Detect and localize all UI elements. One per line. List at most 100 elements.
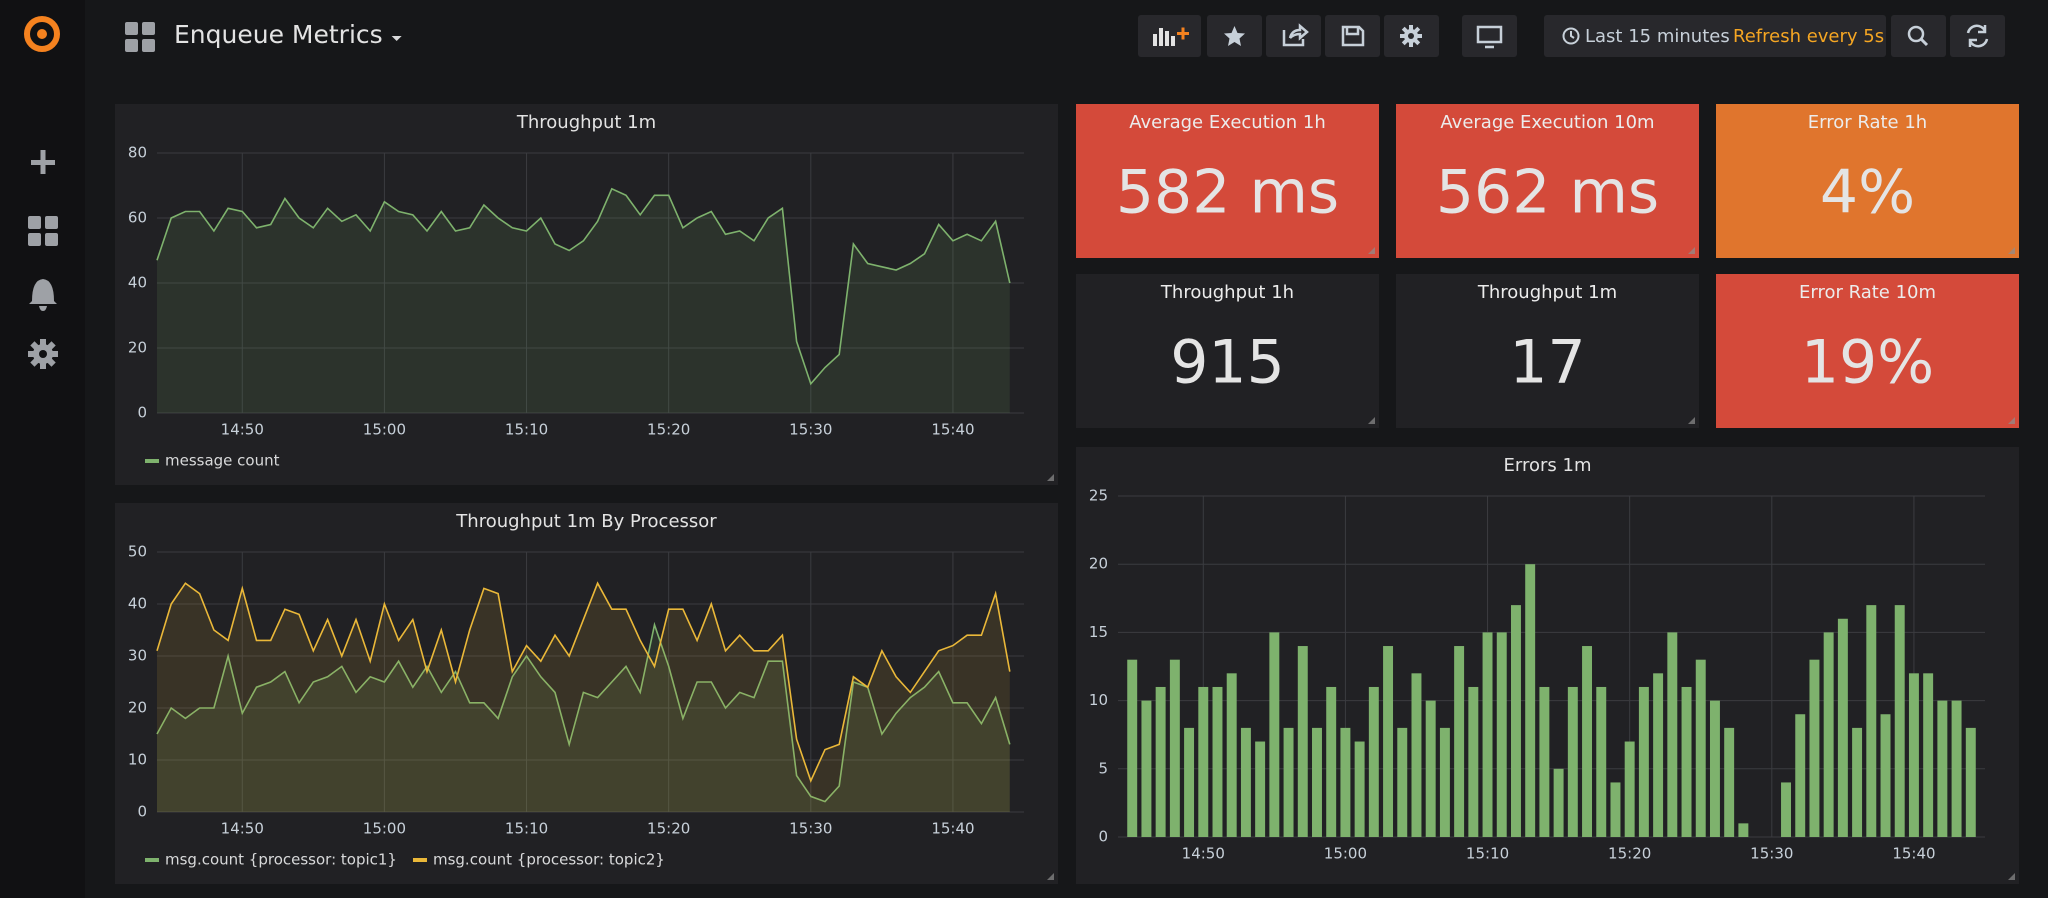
bar — [1923, 673, 1934, 837]
y-tick-label: 5 — [1098, 759, 1108, 777]
monitor-icon — [1476, 25, 1503, 49]
y-tick-label: 80 — [128, 144, 147, 162]
settings-icon — [1400, 25, 1422, 47]
bar — [1567, 686, 1578, 837]
bar — [1340, 727, 1351, 837]
toolbar: Last 15 minutes Refresh every 5s — [1138, 15, 2005, 57]
series-line — [156, 581, 1011, 783]
bar — [1795, 714, 1806, 837]
bar — [1695, 659, 1706, 837]
plot — [157, 551, 1024, 813]
x-tick-label: 15:10 — [1466, 845, 1509, 863]
dashboards-icon[interactable] — [28, 216, 58, 246]
refresh-icon — [1966, 24, 1989, 48]
y-tick-label: 20 — [1089, 555, 1108, 573]
bar — [1553, 768, 1564, 837]
resize-handle — [2008, 873, 2015, 880]
bar — [1312, 727, 1322, 837]
bar — [1397, 727, 1408, 837]
bar — [1852, 727, 1863, 837]
bar — [1198, 686, 1209, 837]
x-tick-label: 15:30 — [789, 421, 832, 439]
bar — [1709, 700, 1720, 837]
stat-panel — [1716, 274, 2019, 428]
bar — [1169, 659, 1180, 837]
resize-handle — [1688, 417, 1695, 424]
alert-icon[interactable] — [29, 279, 57, 311]
x-tick-label: 15:00 — [363, 820, 406, 838]
x-tick-label: 15:40 — [1892, 845, 1935, 863]
chart-title: Throughput 1m — [516, 112, 656, 133]
save-button[interactable] — [1325, 15, 1380, 57]
bar — [1610, 782, 1621, 837]
bar — [1326, 686, 1337, 837]
stat-value: 915 — [1170, 328, 1285, 398]
bar — [1525, 564, 1536, 837]
y-tick-label: 0 — [137, 404, 147, 422]
grafana-logo[interactable] — [24, 16, 60, 52]
plus-icon[interactable] — [40, 150, 46, 174]
time-picker[interactable] — [1544, 15, 1886, 57]
x-tick-label: 15:10 — [505, 820, 548, 838]
stat-panel — [1396, 274, 1699, 428]
plot — [157, 152, 1024, 414]
y-tick-label: 50 — [128, 543, 147, 561]
tv-mode-button[interactable] — [1462, 15, 1517, 57]
stat-title: Error Rate 10m — [1799, 282, 1936, 303]
bar — [1212, 686, 1223, 837]
series-area — [157, 188, 1010, 413]
bar — [1240, 727, 1251, 837]
bar — [1724, 727, 1735, 837]
bar — [1439, 727, 1450, 837]
y-tick-label: 0 — [137, 803, 147, 821]
stat-value: 562 ms — [1436, 158, 1659, 228]
time-range[interactable]: Last 15 minutes — [1585, 26, 1730, 47]
config-icon[interactable] — [28, 339, 58, 369]
resize-handle — [1368, 247, 1375, 254]
resize-handle — [2008, 417, 2015, 424]
x-tick-label: 14:50 — [221, 421, 264, 439]
legend-label: msg.count {processor: topic2} — [433, 851, 665, 869]
zoom-button[interactable] — [1891, 15, 1946, 57]
stat-value: 582 ms — [1116, 158, 1339, 228]
bar — [1866, 605, 1877, 837]
bar — [1667, 632, 1678, 837]
stat-value: 17 — [1509, 328, 1585, 398]
sidebar-icons[interactable] — [28, 150, 58, 369]
resize-handle — [1688, 247, 1695, 254]
bar — [1354, 741, 1365, 837]
star-icon — [1224, 26, 1245, 46]
bar — [1951, 700, 1962, 837]
dashboard-picker[interactable]: Enqueue Metrics — [125, 20, 402, 52]
bar — [1368, 686, 1379, 837]
chart-title: Throughput 1m By Processor — [455, 511, 717, 532]
clock-hand — [1570, 31, 1575, 39]
sidebar — [0, 0, 85, 898]
dashboard-title[interactable]: Enqueue Metrics — [174, 20, 383, 49]
x-tick-label: 15:40 — [931, 421, 974, 439]
bar — [1937, 700, 1948, 837]
resize-handle — [1047, 474, 1054, 481]
save-icon — [1341, 25, 1365, 47]
y-tick-label: 15 — [1089, 623, 1108, 641]
bar — [1638, 686, 1649, 837]
bar — [1510, 605, 1521, 837]
bar — [1184, 727, 1195, 837]
y-tick-label: 30 — [128, 647, 147, 665]
bar — [1823, 632, 1834, 837]
y-tick-label: 0 — [1098, 828, 1108, 846]
bar — [1837, 618, 1848, 837]
refresh-button[interactable] — [1950, 15, 2005, 57]
stat-value: 19% — [1801, 328, 1934, 398]
bar — [1482, 632, 1493, 837]
add-panel-button[interactable] — [1138, 15, 1201, 57]
series-area — [157, 583, 1010, 812]
x-tick-label: 15:30 — [789, 820, 832, 838]
bar — [1269, 632, 1280, 837]
refresh-interval[interactable]: Refresh every 5s — [1733, 26, 1884, 47]
bar — [1894, 605, 1905, 837]
series-line — [156, 187, 1011, 386]
bar — [1383, 646, 1394, 837]
